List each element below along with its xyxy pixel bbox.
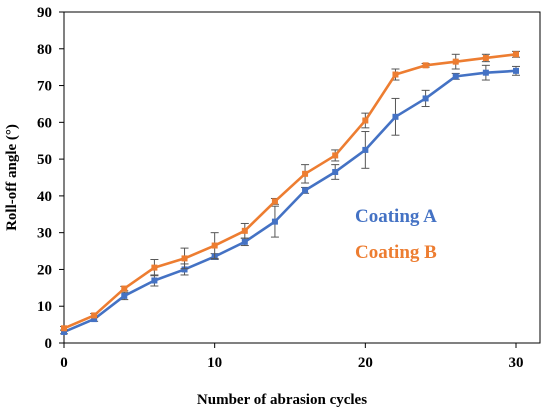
x-tick-label: 30 <box>509 355 524 371</box>
y-tick-label: 60 <box>37 115 52 131</box>
data-point <box>241 227 248 234</box>
data-point <box>332 168 339 175</box>
data-point <box>362 146 369 153</box>
y-tick-label: 40 <box>37 189 52 205</box>
data-point <box>362 117 369 124</box>
x-tick-label: 20 <box>358 355 373 371</box>
data-point <box>332 152 339 159</box>
data-point <box>452 73 459 80</box>
data-point <box>513 67 519 74</box>
plot-frame <box>63 11 541 344</box>
data-point <box>151 264 158 271</box>
data-point <box>151 277 158 284</box>
y-tick-label: 50 <box>37 152 52 168</box>
y-tick-label: 10 <box>37 299 52 315</box>
y-tick-label: 80 <box>37 42 52 58</box>
y-tick-label: 20 <box>37 262 52 278</box>
data-point <box>181 255 188 262</box>
data-point <box>271 218 278 225</box>
data-point <box>452 58 459 65</box>
data-point <box>181 266 188 273</box>
legend-coating-a: Coating A <box>355 206 437 227</box>
data-point <box>302 170 309 177</box>
data-point <box>392 113 399 120</box>
legend-coating-b: Coating B <box>355 242 437 263</box>
series-coating-a <box>60 64 520 335</box>
data-point <box>61 325 67 332</box>
x-tick-label: 0 <box>60 355 68 371</box>
data-point <box>121 292 128 299</box>
data-point <box>91 312 98 319</box>
data-point <box>302 187 309 194</box>
series-line <box>63 53 517 330</box>
data-point <box>271 198 278 205</box>
data-point <box>482 69 489 76</box>
data-point <box>211 242 218 249</box>
data-point <box>482 54 489 61</box>
series-layer <box>60 50 520 335</box>
y-tick-label: 90 <box>37 5 52 21</box>
data-point <box>392 71 399 78</box>
y-tick-label: 70 <box>37 79 52 95</box>
y-tick-label: 0 <box>45 336 53 352</box>
data-point <box>91 316 98 323</box>
series-coating-b <box>60 50 520 332</box>
data-point <box>61 328 67 335</box>
x-tick-label: 10 <box>207 355 222 371</box>
axes: 0 10 20 30 40 50 60 70 80 90 0 10 20 30 <box>37 5 541 371</box>
series-line <box>63 69 517 334</box>
data-point <box>121 285 128 292</box>
y-tick-label: 30 <box>37 226 52 242</box>
y-axis-title: Roll-off angle (°) <box>4 124 20 231</box>
data-point <box>241 238 248 245</box>
x-axis-title: Number of abrasion cycles <box>197 392 367 408</box>
data-point <box>422 95 429 102</box>
data-point <box>422 62 429 69</box>
data-point <box>513 51 519 58</box>
